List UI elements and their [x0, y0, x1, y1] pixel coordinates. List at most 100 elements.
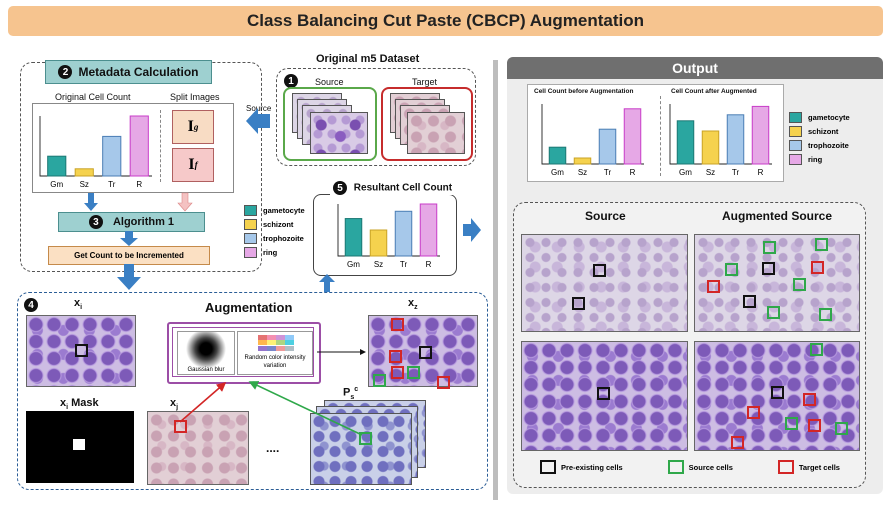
legend-swatch: [244, 233, 257, 244]
legend-item-trophozoite: trophozoite: [789, 140, 881, 151]
legend-swatch: [244, 219, 257, 230]
marker-box-icon: [777, 460, 794, 474]
resultant-heading-row: 5 Resultant Cell Count: [330, 181, 456, 195]
vertical-divider: [493, 60, 498, 500]
split-divider: [160, 110, 161, 182]
source-cell-marker: [815, 238, 828, 251]
target-cell-marker: [389, 350, 402, 363]
pre-existing-cell-marker: [597, 387, 610, 400]
legend-label: schizont: [808, 127, 839, 136]
ps-sub: s: [350, 393, 355, 401]
output-heading: Output: [672, 60, 718, 76]
resultant-heading: Resultant Cell Count: [353, 182, 453, 194]
step-2-badge: 2: [58, 65, 73, 79]
xj-to-aug-arrow: [179, 381, 227, 423]
tick-label-r: R: [630, 168, 636, 177]
legend-label: gametocyte: [263, 206, 305, 215]
marker-box-icon: [667, 460, 684, 474]
augmented-output-image-1: [694, 234, 860, 332]
marker-box-icon: [540, 460, 556, 474]
bar-tr: [102, 135, 122, 177]
marker-legend: Pre-existing cells Source cells Target cel…: [540, 460, 840, 474]
legend-swatch: [789, 140, 802, 151]
bar-tr: [726, 114, 745, 165]
target-cell-marker: [803, 393, 816, 406]
title-banner: Class Balancing Cut Paste (CBCP) Augment…: [8, 6, 883, 36]
tick-label-tr: Tr: [108, 180, 116, 189]
legend-label: trophozoite: [808, 141, 849, 150]
tick-label-gm: Gm: [551, 168, 564, 177]
output-chart-divider: [660, 96, 661, 176]
mask-label: xi Mask: [60, 397, 99, 411]
if-letter: I: [188, 156, 195, 173]
legend-swatch: [244, 205, 257, 216]
tick-label-gm: Gm: [347, 260, 360, 269]
source-image-4: [310, 112, 368, 154]
class-legend-left: gametocyte schizont trophozoite ring: [244, 205, 324, 261]
ps-to-aug-arrow: [248, 381, 363, 436]
bar-sz: [701, 130, 720, 165]
step-5-badge: 5: [333, 181, 347, 195]
source-cell-marker: [785, 417, 798, 430]
source-cell-marker: [793, 278, 806, 291]
augmentation-heading: Augmentation: [205, 300, 293, 315]
marker-legend-item: Source cells: [667, 460, 733, 474]
pink-arrow-down: [177, 192, 193, 212]
blue-arrow-down-main: [117, 264, 141, 290]
blue-arrow-source: [246, 108, 270, 134]
marker-legend-label: Pre-existing cells: [561, 462, 623, 472]
augmentation-panel: [17, 292, 488, 490]
source-cell-marker: [373, 374, 386, 387]
mask-sub: i: [66, 404, 69, 412]
color-variation-label: Random color intensity variation: [244, 355, 306, 369]
xi-image: [26, 315, 136, 387]
pre-existing-cell-marker: [771, 386, 784, 399]
metadata-heading: Metadata Calculation: [78, 65, 199, 79]
source-cell-marker: [767, 306, 780, 319]
augmented-heading: Augmented Source: [722, 209, 833, 223]
target-image-4: [407, 112, 465, 154]
marker-legend-label: Source cells: [688, 462, 733, 472]
before-label: Cell Count before Augmentation: [534, 88, 634, 95]
target-cell-marker: [808, 419, 821, 432]
pre-existing-cell-marker: [572, 297, 585, 310]
target-cell-marker: [391, 318, 404, 331]
legend-item-ring: ring: [789, 154, 881, 165]
tick-label-gm: Gm: [50, 180, 63, 189]
metadata-header: 2 Metadata Calculation: [45, 60, 212, 84]
original-count-label: Original Cell Count: [55, 92, 131, 102]
bar-gm: [344, 218, 363, 257]
augmented-output-image-2: [694, 341, 860, 451]
source-cell-marker: [819, 308, 832, 321]
tick-label-sz: Sz: [374, 260, 383, 269]
target-cell-marker: [811, 261, 824, 274]
bar-sz: [369, 229, 388, 257]
tick-label-tr: Tr: [732, 168, 740, 177]
source-cell-marker: [725, 263, 738, 276]
xz-image: [368, 315, 478, 389]
resultant-chart: Gm Sz Tr R: [337, 203, 440, 269]
class-legend-right: gametocyte schizont trophozoite ring: [789, 112, 881, 168]
pre-existing-cell-marker: [743, 295, 756, 308]
dots-label: ....: [266, 441, 280, 455]
tick-label-r: R: [426, 260, 432, 269]
xi-sub: i: [80, 304, 83, 312]
xj-sub: j: [176, 404, 179, 412]
bar-r: [419, 203, 438, 257]
dataset-panel: [276, 68, 476, 166]
augmentation-box: Gaussian blur Random color intensity var…: [167, 322, 321, 384]
pre-existing-cell-marker: [762, 262, 775, 275]
bar-gm: [676, 120, 695, 165]
source-cell-marker: [835, 422, 848, 435]
source-arrow-label: Source: [246, 104, 272, 113]
bar-gm: [548, 146, 567, 165]
legend-item-gametocyte: gametocyte: [789, 112, 881, 123]
marker-legend-item: Pre-existing cells: [540, 460, 623, 474]
source-cell-marker: [763, 241, 776, 254]
legend-swatch: [789, 112, 802, 123]
tick-label-sz: Sz: [578, 168, 587, 177]
bar-sz: [74, 168, 94, 177]
legend-label: gametocyte: [808, 113, 850, 122]
legend-label: schizont: [263, 220, 294, 229]
bar-gm: [47, 155, 67, 177]
